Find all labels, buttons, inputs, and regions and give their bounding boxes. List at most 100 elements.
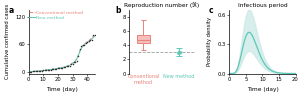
Point — [88, 39, 93, 41]
New method — [35, 71, 39, 72]
Point — [178, 52, 183, 54]
Conventional method — [52, 69, 55, 70]
Point — [67, 65, 72, 66]
New method — [28, 71, 32, 72]
Conventional method — [90, 37, 94, 39]
New method — [38, 70, 42, 71]
Conventional method — [93, 35, 96, 36]
Point — [178, 51, 183, 53]
New method — [71, 63, 74, 64]
New method — [30, 71, 33, 72]
Conventional method — [72, 62, 76, 63]
New method — [50, 69, 54, 70]
Conventional method — [85, 41, 89, 42]
Conventional method — [41, 70, 45, 71]
Conventional method — [91, 36, 95, 37]
New method — [65, 66, 68, 67]
Point — [29, 71, 34, 72]
Conventional method — [66, 65, 70, 66]
New method — [81, 46, 85, 47]
Conventional method — [74, 60, 77, 61]
Conventional method — [53, 68, 57, 69]
New method — [82, 44, 86, 45]
Point — [79, 45, 84, 47]
New method — [40, 70, 44, 71]
New method — [33, 71, 36, 72]
New method — [93, 36, 96, 37]
Conventional method — [30, 71, 33, 72]
Conventional method — [76, 54, 80, 55]
Conventional method — [87, 40, 91, 41]
Conventional method — [63, 66, 67, 67]
New method — [53, 68, 57, 70]
Conventional method — [65, 66, 68, 67]
New method — [90, 38, 94, 40]
New method — [43, 70, 46, 71]
New method — [80, 48, 83, 49]
New method — [68, 65, 71, 66]
Point — [44, 69, 49, 71]
New method — [49, 69, 52, 70]
New method — [52, 69, 55, 70]
Conventional method — [49, 69, 52, 70]
New method — [91, 37, 95, 38]
Point — [83, 42, 88, 44]
Line: Conventional method: Conventional method — [30, 36, 94, 72]
Conventional method — [61, 67, 64, 68]
Point — [176, 52, 180, 53]
Point — [175, 52, 180, 54]
Legend: Conventional method, New method: Conventional method, New method — [29, 11, 83, 20]
Point — [176, 51, 181, 53]
New method — [58, 68, 61, 69]
Point — [80, 44, 85, 46]
Point — [85, 41, 90, 43]
New method — [41, 70, 45, 71]
Point — [52, 68, 57, 70]
Point — [63, 66, 68, 68]
Point — [177, 51, 182, 53]
Point — [57, 67, 62, 69]
New method — [56, 68, 60, 69]
Point — [36, 70, 41, 72]
Point — [77, 48, 82, 50]
Conventional method — [80, 47, 83, 48]
Conventional method — [33, 71, 36, 72]
Point — [89, 39, 94, 41]
New method — [59, 67, 63, 68]
Conventional method — [35, 70, 39, 72]
Conventional method — [47, 69, 51, 70]
New method — [47, 69, 51, 70]
Point — [41, 70, 46, 71]
Conventional method — [31, 71, 35, 72]
Conventional method — [58, 67, 61, 69]
New method — [69, 64, 73, 65]
Conventional method — [40, 70, 44, 71]
Conventional method — [82, 43, 86, 45]
Point — [178, 51, 182, 52]
Point — [50, 69, 54, 70]
Conventional method — [69, 64, 73, 65]
New method — [61, 67, 64, 68]
New method — [84, 43, 88, 44]
Conventional method — [55, 68, 58, 69]
New method — [87, 41, 91, 42]
Point — [38, 70, 43, 72]
Point — [35, 70, 40, 72]
Point — [61, 67, 66, 68]
Conventional method — [37, 70, 40, 72]
New method — [74, 60, 77, 62]
Point — [64, 65, 69, 67]
Conventional method — [71, 63, 74, 64]
Point — [48, 69, 53, 70]
Point — [66, 65, 70, 67]
Bar — [137, 35, 150, 43]
New method — [66, 65, 70, 66]
Point — [56, 68, 60, 69]
New method — [72, 62, 76, 63]
Point — [32, 70, 37, 72]
Conventional method — [34, 71, 38, 72]
Conventional method — [46, 69, 50, 70]
New method — [88, 40, 92, 41]
New method — [34, 71, 38, 72]
New method — [75, 58, 79, 59]
